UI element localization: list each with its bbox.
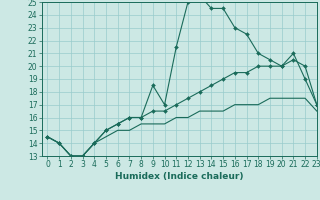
X-axis label: Humidex (Indice chaleur): Humidex (Indice chaleur)	[115, 172, 244, 181]
